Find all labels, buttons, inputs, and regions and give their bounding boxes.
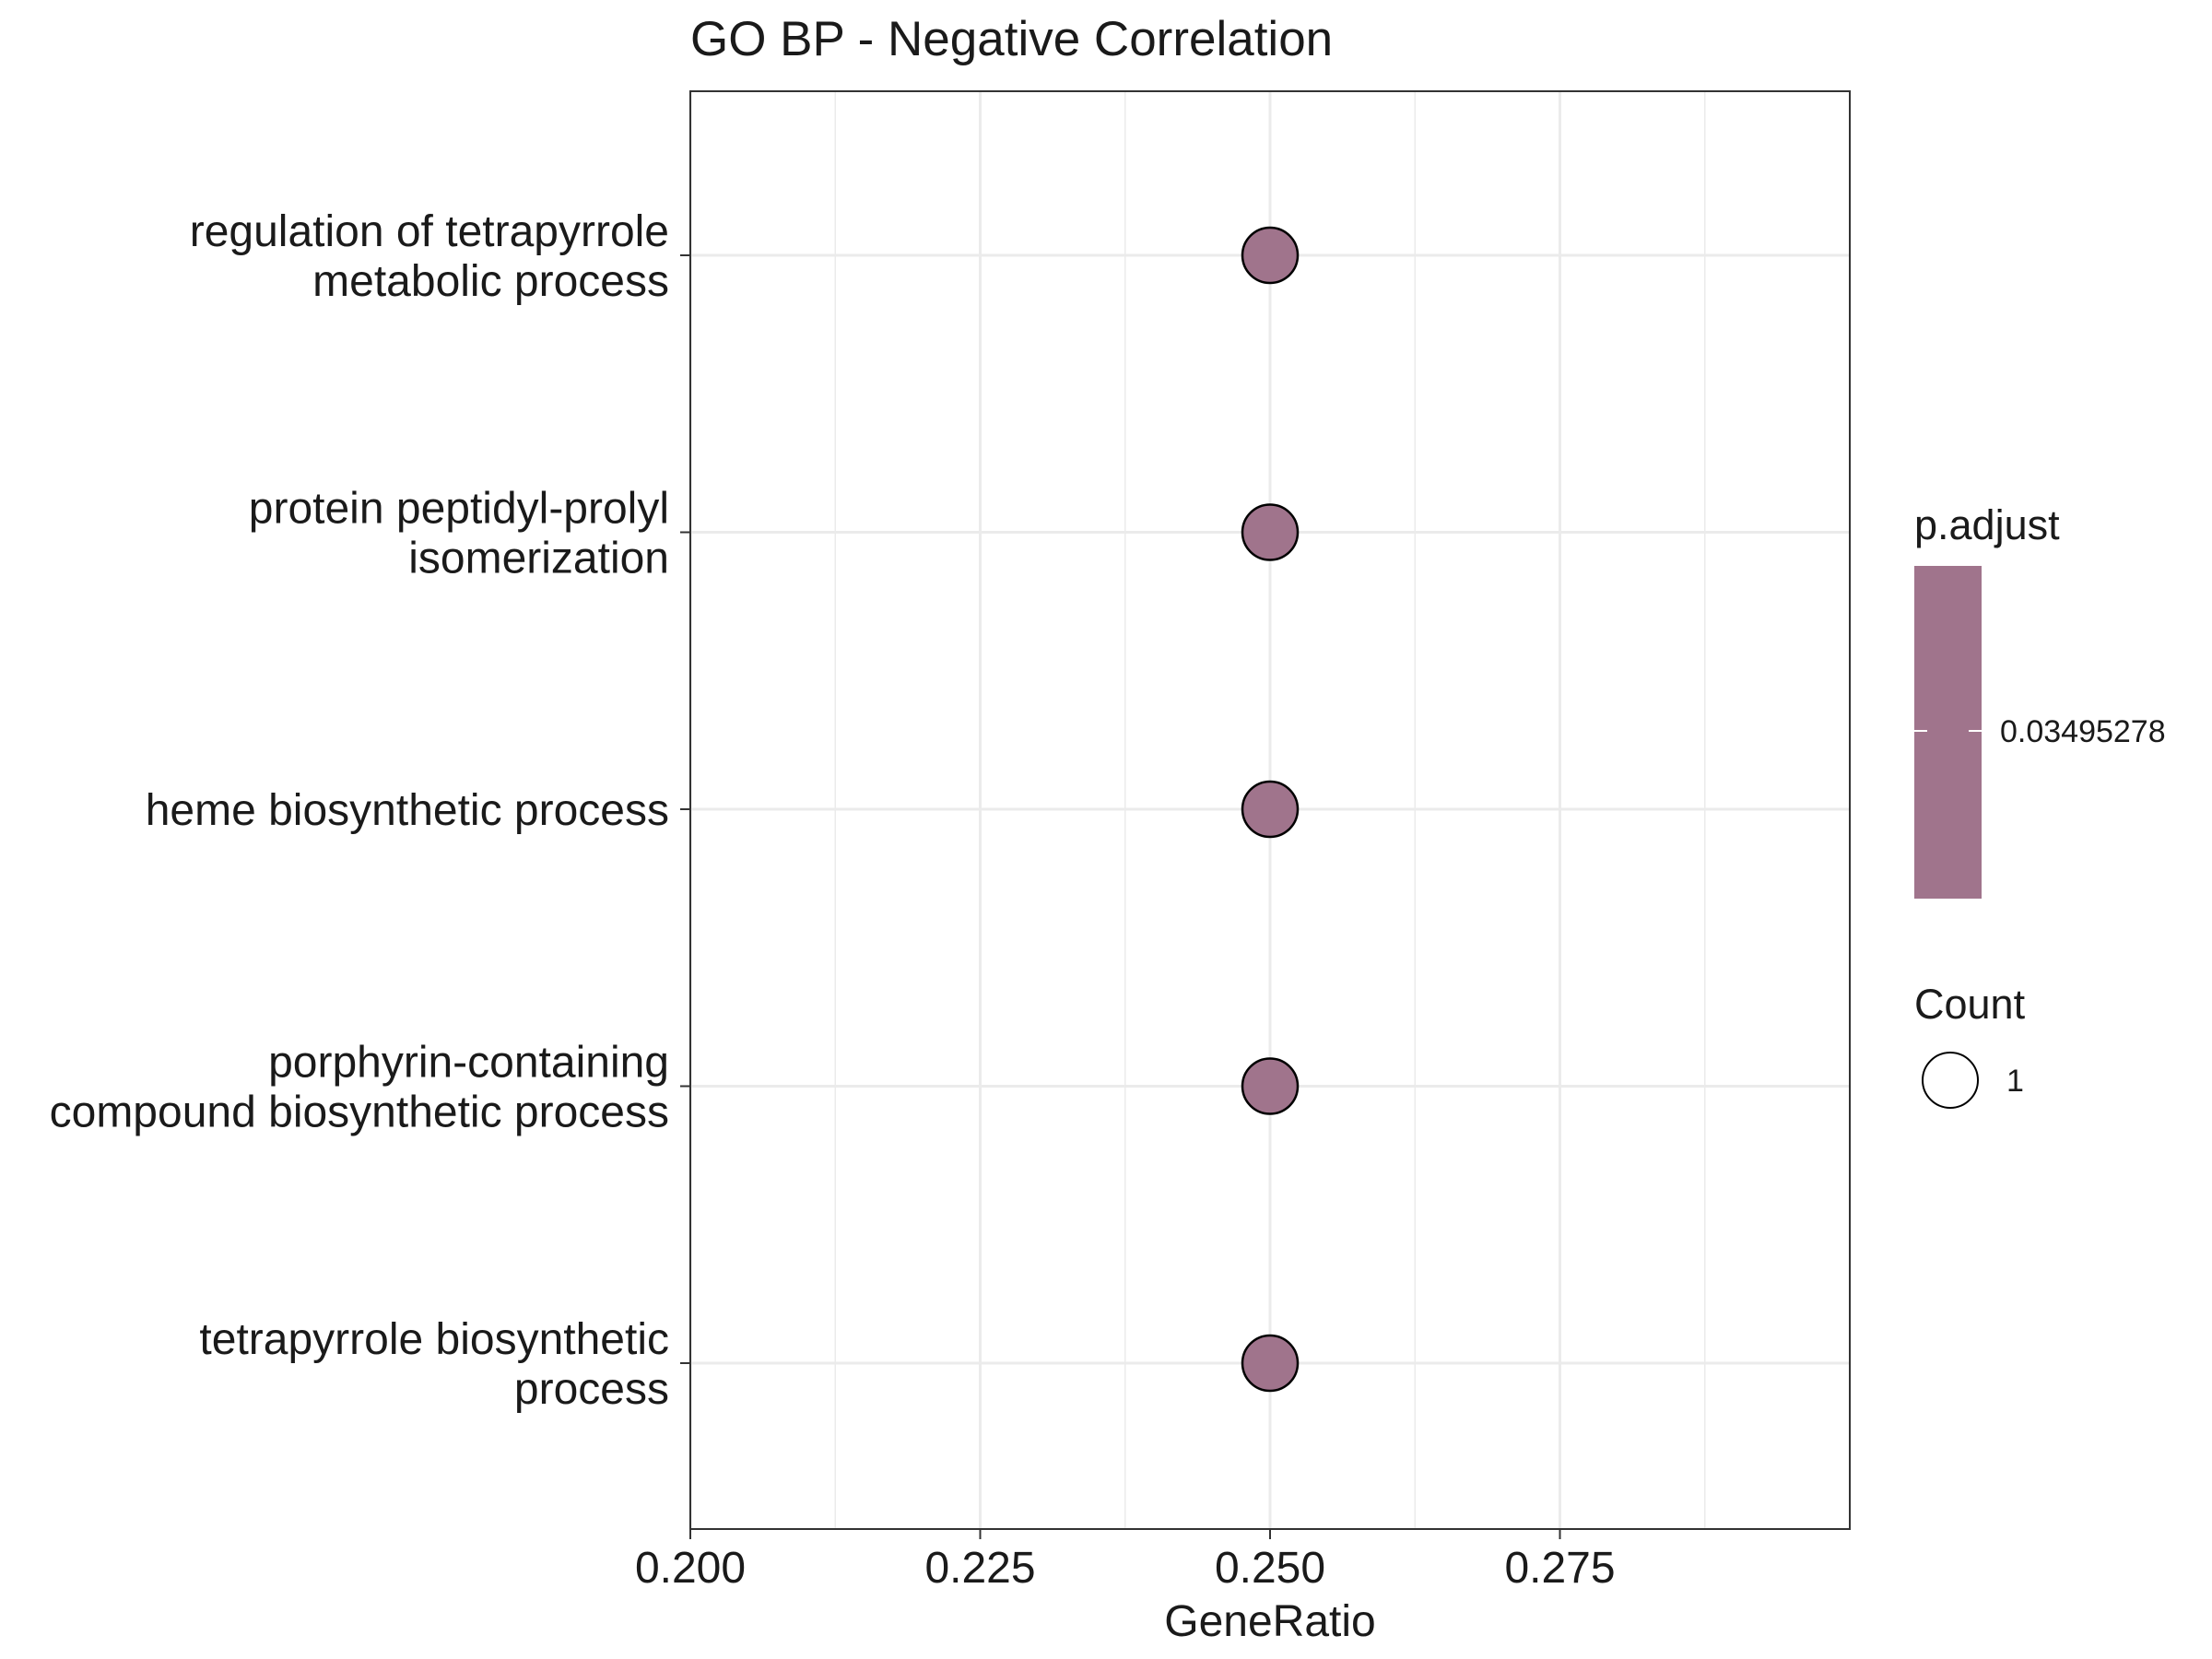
data-point (1241, 226, 1300, 285)
data-point (1241, 503, 1300, 561)
legend-color-title: p.adjust (1914, 501, 2060, 548)
legend-colorbar (1914, 566, 1982, 899)
y-tick-label: regulation of tetrapyrrole metabolic proc… (190, 207, 669, 306)
x-tick-label: 0.250 (1215, 1544, 1325, 1593)
legend-size-circle (1922, 1052, 1979, 1109)
legend-color-label: 0.03495278 (2000, 714, 2166, 749)
x-axis: 0.200 0.225 0.250 0.275 (635, 1529, 1616, 1593)
x-axis-label: GeneRatio (1164, 1597, 1375, 1646)
x-tick-label: 0.275 (1504, 1544, 1615, 1593)
chart-title: GO BP - Negative Correlation (690, 12, 1333, 66)
y-tick-label: porphyrin-containing compound biosyntheti… (50, 1039, 669, 1137)
x-tick-label: 0.225 (924, 1544, 1035, 1593)
y-tick-label: heme biosynthetic process (146, 786, 669, 835)
data-point (1241, 1334, 1300, 1393)
x-tick-label: 0.200 (635, 1544, 746, 1593)
data-points (1241, 226, 1300, 1393)
legend-p-adjust: p.adjust 0.03495278 (1914, 501, 2166, 899)
y-tick-label: tetrapyrrole biosynthetic process (199, 1315, 669, 1414)
data-point (1241, 780, 1300, 839)
legend-count: Count 1 (1914, 981, 2026, 1109)
data-point (1241, 1057, 1300, 1115)
legend-size-label: 1 (2006, 1064, 2024, 1099)
y-axis: regulation of tetrapyrrole metabolic proc… (50, 207, 690, 1414)
legend-size-title: Count (1914, 981, 2026, 1028)
y-tick-label: protein peptidyl-prolyl isomerization (249, 485, 669, 583)
